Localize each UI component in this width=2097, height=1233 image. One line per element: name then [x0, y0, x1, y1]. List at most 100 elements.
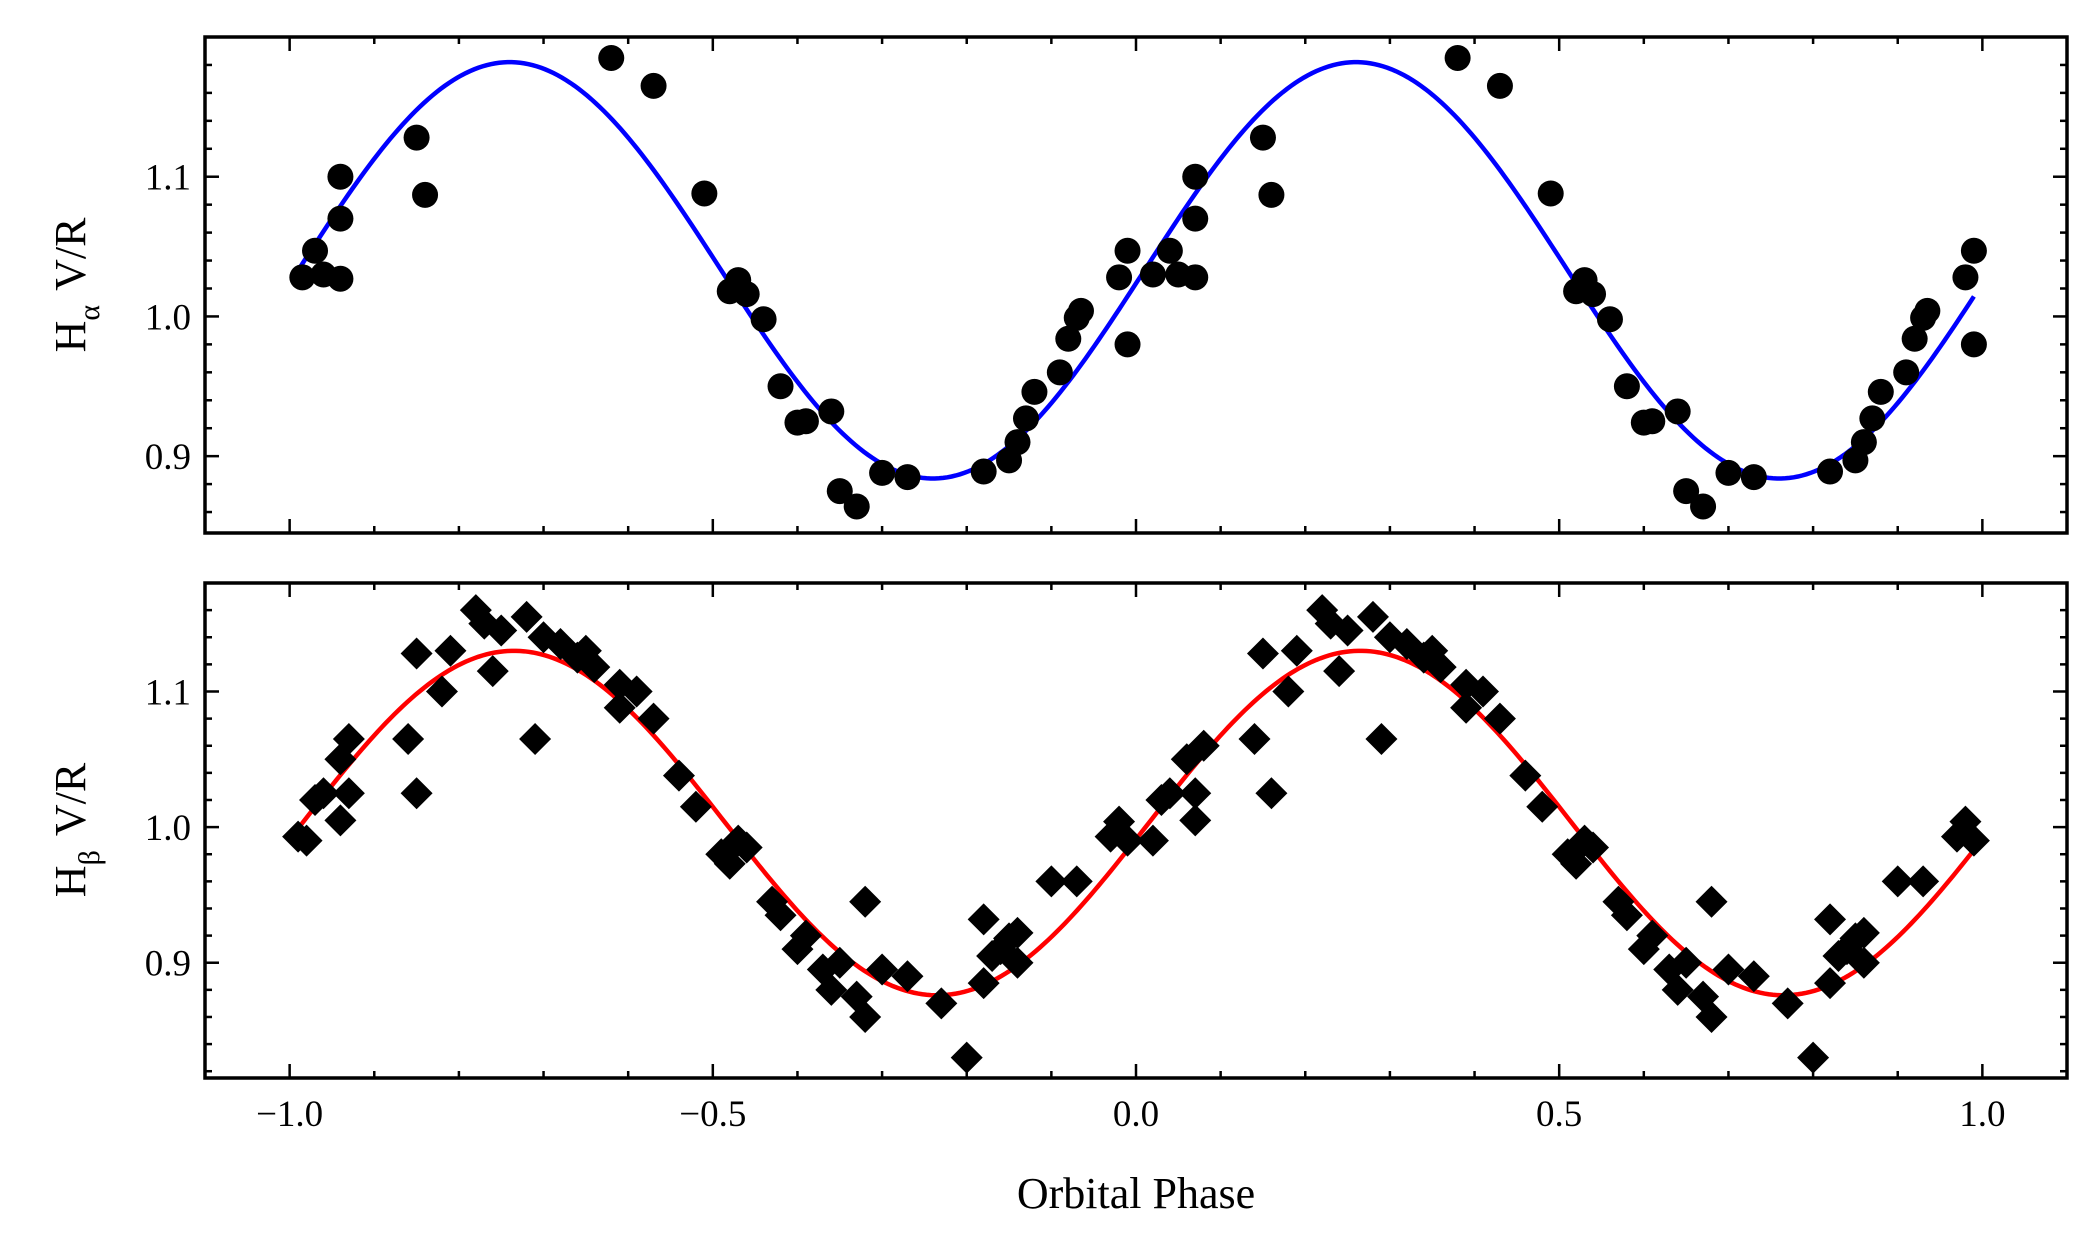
ylabel-top-sub: α — [73, 305, 106, 321]
data-point-bottom-11 — [425, 675, 458, 708]
data-point-top-15 — [767, 373, 794, 400]
x-tick-labels-bottom: −1.0 −0.5 0.0 0.5 1.0 — [256, 1094, 2005, 1135]
data-point-top-22 — [894, 464, 921, 491]
data-point-bottom-94 — [1610, 899, 1643, 932]
ylabel-bottom-main: H — [46, 865, 95, 897]
data-point-top-8 — [598, 44, 625, 71]
x-tick-label-3: 0.5 — [1536, 1094, 1582, 1135]
data-point-top-64 — [1901, 325, 1928, 352]
y-tick-label-top-1: 1.0 — [145, 297, 191, 338]
y-tick-label-bottom-2: 1.1 — [145, 672, 191, 713]
data-point-bottom-113 — [1847, 946, 1880, 979]
y-axis-label-bottom: Hβ V/R — [46, 762, 106, 897]
data-point-bottom-10 — [400, 637, 433, 670]
data-point-top-58 — [1817, 458, 1844, 485]
data-point-top-48 — [1580, 281, 1607, 308]
data-point-bottom-71 — [1280, 634, 1313, 667]
ylabel-bottom-sub: β — [73, 850, 106, 865]
data-point-bottom-12 — [434, 634, 467, 667]
data-point-top-53 — [1664, 398, 1691, 425]
data-point-bottom-114 — [1881, 865, 1914, 898]
panel-h-alpha: 0.9 1.0 1.1 Hα V/R — [46, 35, 2069, 535]
ylabel-bottom-rest: V/R — [46, 762, 95, 836]
data-point-bottom-23 — [578, 651, 611, 684]
data-point-top-41 — [1249, 124, 1276, 151]
y-tick-labels-top: 0.9 1.0 1.1 — [145, 158, 191, 478]
data-point-top-25 — [1004, 429, 1031, 456]
data-point-top-7 — [412, 181, 439, 208]
data-point-top-49 — [1596, 306, 1623, 333]
data-point-bottom-54 — [1001, 946, 1034, 979]
data-point-bottom-86 — [1483, 702, 1516, 735]
data-point-top-4 — [327, 205, 354, 232]
data-point-bottom-26 — [620, 675, 653, 708]
data-point-top-26 — [1012, 405, 1039, 432]
data-point-bottom-48 — [967, 903, 1000, 936]
data-point-bottom-96 — [1636, 919, 1669, 952]
data-point-bottom-6 — [332, 777, 365, 810]
data-point-top-36 — [1156, 237, 1183, 264]
data-point-top-31 — [1067, 297, 1094, 324]
data-point-top-19 — [826, 478, 853, 505]
data-point-bottom-33 — [730, 831, 763, 864]
data-point-bottom-106 — [1797, 1041, 1830, 1074]
data-point-top-14 — [750, 306, 777, 333]
data-point-top-56 — [1715, 459, 1742, 486]
data-point-bottom-108 — [1814, 967, 1847, 1000]
data-point-top-20 — [843, 493, 870, 520]
y-axis-label-top: Hα V/R — [46, 217, 106, 353]
data-point-bottom-37 — [789, 919, 822, 952]
data-point-bottom-5 — [324, 804, 357, 837]
ylabel-top-rest: V/R — [46, 217, 95, 291]
ticks-top — [203, 37, 2069, 533]
data-point-bottom-28 — [662, 759, 695, 792]
data-point-bottom-98 — [1661, 973, 1694, 1006]
data-point-bottom-75 — [1331, 614, 1364, 647]
data-point-bottom-18 — [519, 722, 552, 755]
data-point-bottom-56 — [1060, 865, 1093, 898]
data-point-bottom-25 — [603, 691, 636, 724]
fit-curve-bottom-group — [296, 648, 1976, 998]
data-point-bottom-17 — [510, 600, 543, 633]
data-point-bottom-55 — [1035, 865, 1068, 898]
data-point-top-67 — [1952, 264, 1979, 291]
data-point-bottom-67 — [1238, 722, 1271, 755]
data-point-bottom-9 — [400, 777, 433, 810]
data-point-top-23 — [970, 458, 997, 485]
data-point-top-60 — [1850, 429, 1877, 456]
y-tick-label-top-0: 0.9 — [145, 437, 191, 478]
data-point-bottom-47 — [950, 1041, 983, 1074]
data-point-top-35 — [1139, 261, 1166, 288]
data-point-top-1 — [302, 237, 329, 264]
data-point-top-28 — [1046, 359, 1073, 386]
panel-h-beta: 0.9 1.0 1.1 −1.0 −0.5 0.0 0.5 1.0 Hβ V/R Orbita… — [46, 581, 2069, 1218]
data-point-bottom-7 — [332, 722, 365, 755]
data-point-bottom-43 — [849, 885, 882, 918]
data-point-top-45 — [1537, 180, 1564, 207]
data-point-bottom-88 — [1526, 790, 1559, 823]
data-point-bottom-16 — [485, 614, 518, 647]
data-point-bottom-29 — [679, 790, 712, 823]
data-point-top-61 — [1859, 405, 1886, 432]
data-point-top-39 — [1182, 205, 1209, 232]
data-point-top-34 — [1114, 331, 1141, 358]
data-point-top-10 — [691, 180, 718, 207]
data-point-bottom-92 — [1577, 831, 1610, 864]
data-point-bottom-68 — [1255, 777, 1288, 810]
data-point-top-55 — [1690, 493, 1717, 520]
data-point-top-21 — [869, 459, 896, 486]
data-point-top-0 — [289, 264, 316, 291]
data-point-bottom-102 — [1695, 885, 1728, 918]
data-point-bottom-104 — [1737, 960, 1770, 993]
data-points-bottom — [282, 594, 1990, 1074]
x-tick-label-0: −1.0 — [256, 1094, 323, 1135]
data-point-top-42 — [1258, 181, 1285, 208]
data-point-bottom-99 — [1670, 946, 1703, 979]
ticks-bottom — [203, 581, 2069, 1078]
data-point-bottom-76 — [1356, 600, 1389, 633]
data-point-bottom-27 — [637, 702, 670, 735]
data-point-top-13 — [733, 281, 760, 308]
data-point-bottom-77 — [1365, 722, 1398, 755]
data-point-top-32 — [1106, 264, 1133, 291]
